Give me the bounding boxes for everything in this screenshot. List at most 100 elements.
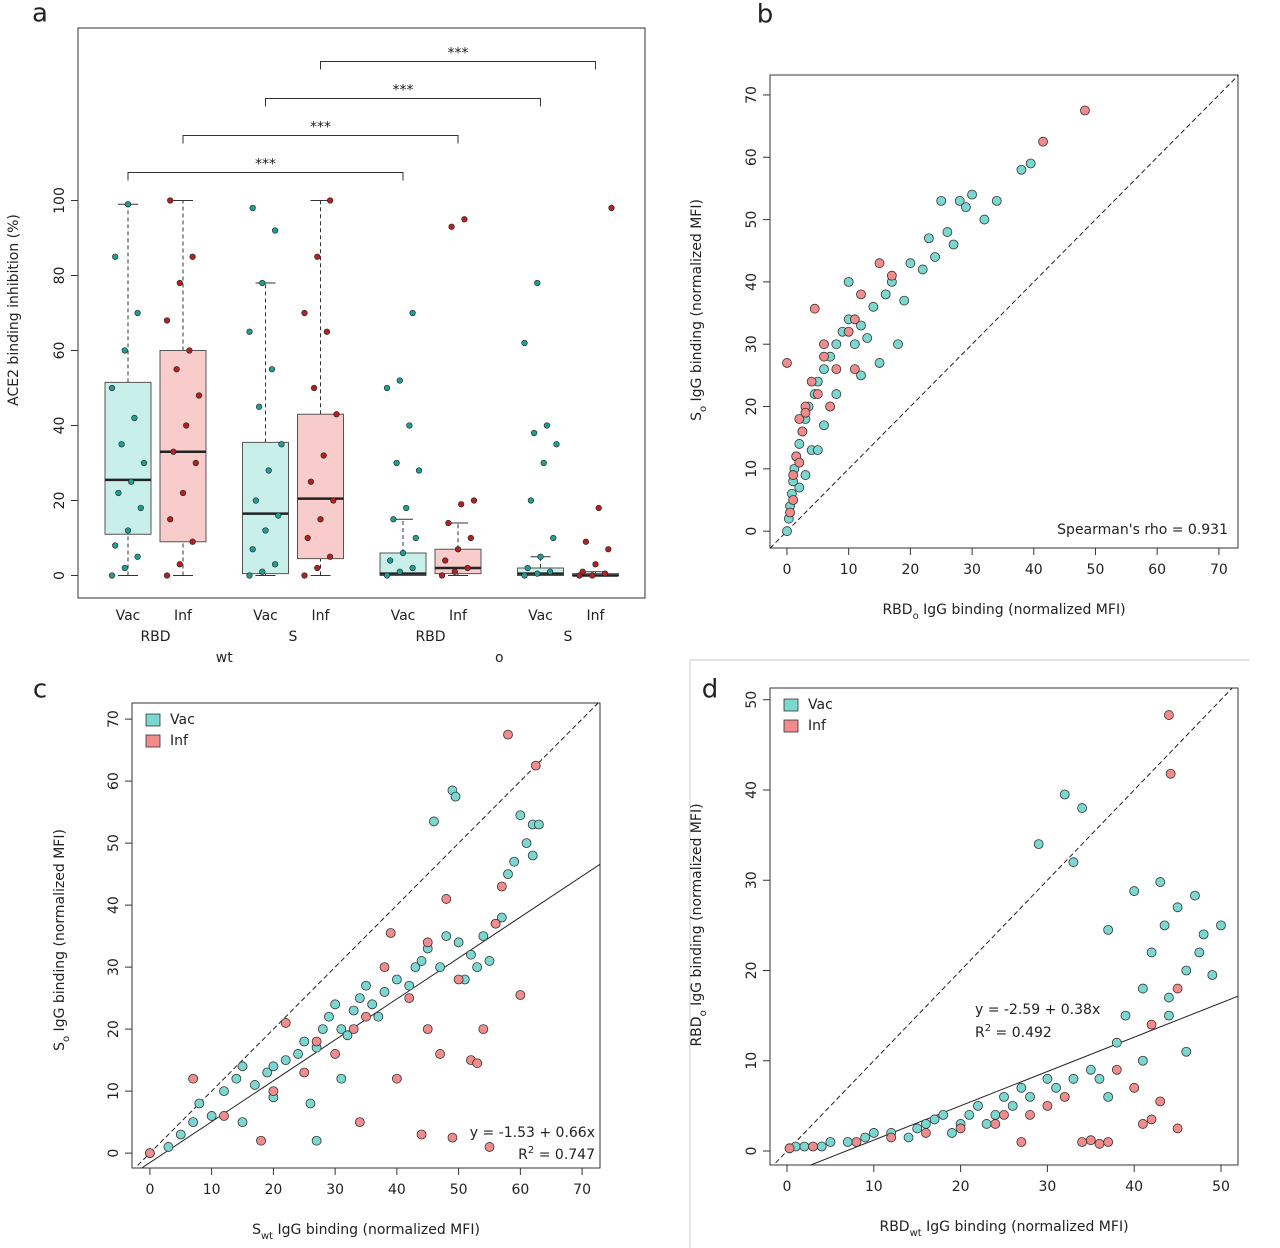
point	[819, 351, 829, 362]
legend-swatch	[145, 734, 161, 748]
point	[249, 546, 256, 553]
point	[496, 912, 507, 923]
point	[112, 253, 119, 260]
point	[124, 527, 132, 534]
x-axis-label: Swt IgG binding (normalized MFI)	[252, 1222, 480, 1242]
point	[524, 564, 531, 572]
point	[979, 214, 990, 225]
point	[929, 1114, 940, 1125]
point	[1103, 924, 1114, 935]
point	[278, 441, 285, 448]
point	[305, 1098, 316, 1109]
point	[831, 364, 842, 375]
point	[1146, 947, 1157, 958]
x-tick-label: Vac	[528, 608, 553, 624]
point	[450, 791, 461, 802]
label-part: IgG binding (normalized MFI)	[52, 829, 68, 1036]
point	[422, 1024, 433, 1035]
point	[785, 507, 795, 518]
point	[429, 816, 439, 827]
point	[1042, 1073, 1053, 1084]
point	[324, 1011, 334, 1022]
y-tick-label: 80	[52, 267, 68, 285]
legend-label: Vac	[170, 712, 195, 728]
box	[104, 381, 152, 535]
point	[1077, 1137, 1088, 1147]
point	[410, 962, 421, 973]
point	[330, 999, 341, 1010]
label-part: S	[252, 1222, 261, 1238]
y-axis-label: Sο IgG binding (normalized MFI)	[52, 829, 72, 1051]
point	[1068, 857, 1079, 868]
y-tick-label: 70	[744, 86, 760, 104]
point	[1120, 1010, 1131, 1021]
point	[467, 534, 474, 542]
point	[955, 1123, 966, 1134]
legend-label: Vac	[808, 697, 833, 713]
y-tick-label: 40	[52, 417, 68, 435]
x-tick-label: 60	[511, 1182, 529, 1198]
point	[886, 270, 897, 281]
x-tick-label: 20	[952, 1179, 970, 1195]
point	[905, 258, 916, 269]
point	[794, 439, 805, 449]
point	[990, 1110, 1001, 1120]
x-tick-label: 60	[1148, 562, 1166, 578]
point	[317, 1024, 328, 1035]
point	[470, 497, 478, 504]
point	[367, 999, 378, 1010]
point	[272, 227, 279, 234]
point	[134, 309, 141, 317]
point	[311, 1036, 322, 1047]
point	[868, 1128, 879, 1138]
point	[163, 572, 171, 579]
label-part: IgG binding (normalized MFI)	[922, 1219, 1129, 1235]
point	[788, 495, 799, 505]
point	[314, 564, 321, 572]
point	[379, 962, 390, 973]
point	[856, 289, 866, 300]
point	[990, 1119, 1001, 1129]
point	[899, 295, 910, 306]
x-tick-label: 20	[264, 1182, 282, 1198]
x-tick-label: 40	[388, 1182, 406, 1198]
point	[808, 1141, 818, 1152]
label-part: ο	[698, 406, 709, 412]
label-part: 2	[528, 1145, 534, 1156]
point	[108, 384, 116, 392]
point	[782, 358, 792, 368]
point	[478, 1024, 489, 1035]
group-label: S	[289, 629, 298, 645]
annotation: y = -1.53 + 0.66x	[470, 1125, 595, 1141]
point	[1129, 886, 1140, 896]
point	[843, 326, 854, 337]
label-part: S	[52, 1042, 68, 1051]
y-tick-label: 20	[52, 492, 68, 510]
point	[131, 414, 138, 422]
point	[849, 339, 860, 350]
point	[1198, 929, 1209, 940]
box	[297, 413, 344, 560]
point	[948, 239, 959, 250]
group-label: RBD	[140, 629, 170, 645]
significance-label: ***	[255, 157, 276, 173]
point	[128, 478, 135, 485]
point	[819, 420, 829, 431]
point	[490, 918, 501, 929]
point	[246, 328, 253, 335]
point	[448, 223, 455, 230]
box	[517, 567, 564, 576]
identity-line	[772, 688, 1233, 1165]
y-tick-label: 20	[744, 398, 760, 416]
point	[219, 1111, 229, 1121]
x-tick-label: Vac	[391, 608, 416, 624]
point	[942, 227, 953, 237]
plot-frame	[131, 702, 601, 1169]
point	[333, 411, 340, 418]
point	[262, 527, 269, 534]
point	[825, 401, 836, 412]
point	[348, 1005, 359, 1016]
legend-swatch	[783, 698, 799, 712]
box	[159, 350, 207, 543]
reference-lines	[772, 688, 1238, 1165]
